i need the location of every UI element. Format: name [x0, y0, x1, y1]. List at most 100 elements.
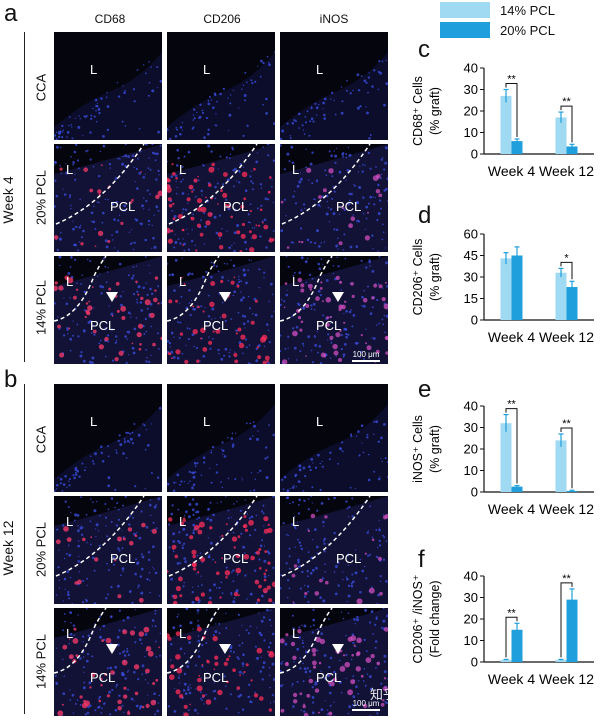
lumen-label: L	[66, 626, 73, 641]
micrograph-image	[167, 384, 275, 492]
lumen-label: L	[90, 414, 97, 429]
pcl-label: PCL	[336, 551, 361, 566]
y-tick-label: 15	[464, 291, 478, 306]
micrograph-image	[280, 496, 388, 604]
micrograph-tile: L	[280, 32, 388, 140]
y-tick-label: 0	[471, 655, 478, 670]
significance-label: **	[562, 96, 571, 108]
y-axis-label: (% graft)	[428, 87, 442, 135]
row-label-20pcl-b: 20% PCL	[34, 515, 49, 585]
y-axis-label: (% graft)	[428, 425, 442, 473]
x-tick-label: Week 4	[488, 163, 535, 179]
column-header-cd206: CD206	[168, 12, 276, 26]
micrograph-tile: L PCL	[54, 256, 162, 364]
pcl-label: PCL	[223, 199, 248, 214]
y-axis-label: iNOS⁺ Cells	[411, 415, 425, 483]
micrograph-image	[54, 32, 162, 140]
micrograph-tile: L	[167, 384, 275, 492]
y-axis-label: CD206⁺ Cells	[411, 239, 425, 316]
y-tick-label: 40	[464, 399, 478, 414]
y-tick-label: 45	[464, 248, 478, 263]
row-label-14pcl-b: 14% PCL	[34, 627, 49, 697]
bar	[512, 256, 523, 321]
micrograph-image	[54, 256, 162, 364]
micrograph-image	[167, 32, 275, 140]
x-tick-label: Week 4	[488, 329, 535, 345]
lumen-label: L	[292, 626, 299, 641]
lumen-label: L	[292, 514, 299, 529]
x-tick-label: Week 12	[539, 163, 594, 179]
significance-label: *	[564, 252, 569, 264]
lumen-label: L	[90, 62, 97, 77]
micrograph-image	[54, 608, 162, 716]
pcl-label: PCL	[316, 670, 341, 685]
y-tick-label: 10	[464, 633, 478, 648]
y-tick-label: 20	[464, 442, 478, 457]
y-tick-label: 40	[464, 569, 478, 584]
micrograph-image	[54, 384, 162, 492]
micrograph-image	[167, 144, 275, 252]
significance-label: **	[507, 399, 516, 411]
significance-label: **	[507, 607, 516, 619]
y-tick-label: 30	[464, 420, 478, 435]
micrograph-image	[280, 32, 388, 140]
lumen-label: L	[66, 162, 73, 177]
column-header-inos: iNOS	[280, 12, 388, 26]
significance-label: **	[507, 74, 516, 86]
bar	[556, 440, 567, 492]
panel-letter-a: a	[4, 0, 17, 28]
watermark: 知乎 @EngineeringForLife	[370, 684, 523, 703]
panel-letter-b: b	[4, 366, 17, 394]
pcl-label: PCL	[90, 670, 115, 685]
significance-label: **	[562, 418, 571, 430]
lumen-label: L	[179, 162, 186, 177]
y-axis-label: CD206⁺ /iNOS⁺	[411, 575, 425, 664]
micrograph-image	[167, 256, 275, 364]
lumen-label: L	[292, 162, 299, 177]
micrograph-tile: L	[54, 32, 162, 140]
pcl-label: PCL	[203, 318, 228, 333]
micrograph-image	[54, 496, 162, 604]
row-label-cca-b: CCA	[34, 415, 49, 465]
micrograph-tile: L PCL	[167, 144, 275, 252]
micrograph-image	[280, 384, 388, 492]
micrograph-image	[167, 608, 275, 716]
y-tick-label: 20	[464, 104, 478, 119]
legend-swatch-dark	[440, 22, 490, 38]
week-12-bracket	[24, 384, 25, 714]
micrograph-tile: L PCL	[280, 144, 388, 252]
pcl-label: PCL	[336, 199, 361, 214]
scale-bar-a: 100 μm	[346, 350, 386, 362]
bar	[501, 258, 512, 320]
y-axis-label: (% graft)	[428, 253, 442, 301]
micrograph-image	[280, 144, 388, 252]
lumen-label: L	[66, 274, 73, 289]
y-tick-label: 30	[464, 590, 478, 605]
micrograph-tile: L	[54, 384, 162, 492]
micrograph-tile: L	[167, 32, 275, 140]
bar	[501, 423, 512, 492]
micrograph-tile: L PCL	[54, 608, 162, 716]
micrograph-image	[167, 496, 275, 604]
pcl-label: PCL	[110, 551, 135, 566]
y-tick-label: 30	[464, 82, 478, 97]
y-axis-label: (Fold change)	[428, 580, 442, 657]
pcl-label: PCL	[316, 318, 341, 333]
pcl-label: PCL	[90, 318, 115, 333]
week-4-bracket	[24, 32, 25, 362]
y-tick-label: 0	[471, 147, 478, 162]
bar	[501, 96, 512, 154]
y-tick-label: 0	[471, 313, 478, 328]
